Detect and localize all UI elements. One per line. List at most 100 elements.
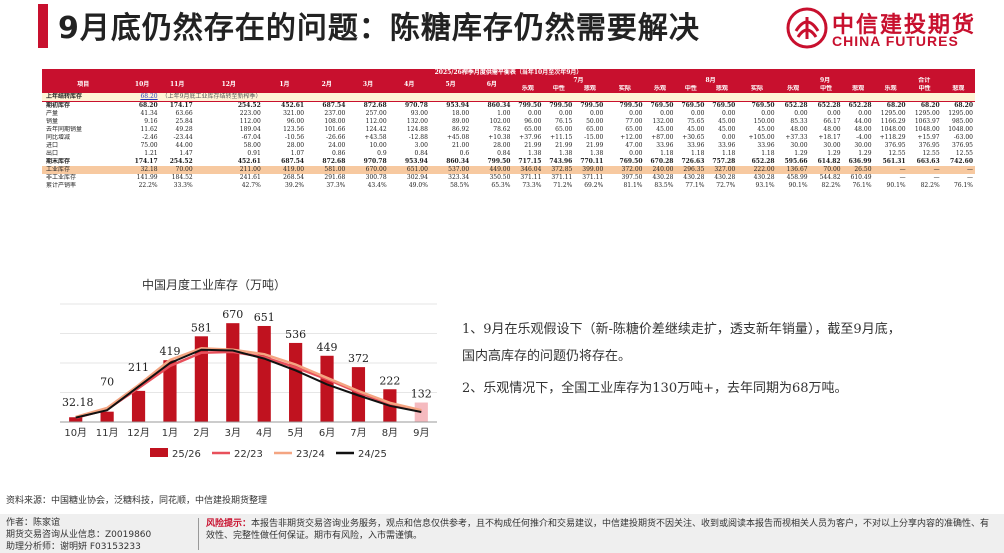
table-cell-empty: [471, 93, 513, 102]
table-header-month: 4月: [388, 77, 430, 93]
table-cell: 0.00: [858, 110, 872, 117]
table-cell: 769.50: [644, 101, 676, 110]
table-cell: 0.00: [589, 110, 604, 117]
table-cell: [195, 174, 209, 182]
table-cell: 96.00: [286, 118, 305, 125]
table-cell: -10.56: [284, 134, 305, 141]
table-cell: 48.00: [823, 126, 841, 133]
table-header-item: 项目: [42, 77, 125, 93]
table-cell: 254.52: [169, 158, 193, 165]
table-cell: 33.96: [718, 142, 736, 149]
table-cell: 769.50: [737, 101, 777, 110]
table-cell: -63.00: [953, 134, 973, 141]
author-name: 作者：陈家谊: [6, 518, 61, 528]
table-cell: 75.00: [140, 142, 158, 149]
table-header-scenario: 中性: [809, 85, 843, 93]
table-header-row: 项目 10月 11月 12月 1月 2月 3月 4月 5月 6月 7月 8月 9月 合计: [42, 77, 975, 93]
chart-data-label: 70: [100, 376, 114, 389]
table-cell: 1.38: [589, 150, 604, 157]
table-cell: 652.28: [842, 101, 874, 110]
table-cell: [195, 182, 209, 190]
table-cell-empty: [809, 93, 843, 102]
table-cell: —: [941, 166, 975, 174]
table-cell: 150.00: [753, 118, 775, 125]
table-cell: 48.00: [790, 126, 808, 133]
table-cell: 652.28: [776, 101, 810, 110]
table-cell: 136.67: [776, 166, 810, 174]
table-cell: -26.66: [326, 134, 346, 141]
table-cell: 743.96: [549, 158, 573, 165]
table-cell: 90.1%: [886, 182, 906, 189]
table-cell: —: [933, 174, 940, 181]
table-cell: 1.38: [558, 150, 573, 157]
table-cell: 49.28: [175, 126, 193, 133]
table-cell: 123.56: [283, 126, 305, 133]
table-header-scenario: 乐观: [644, 85, 676, 93]
table-cell: 37.3%: [326, 182, 346, 189]
table-cell: 0.00: [827, 110, 841, 117]
table-cell: 21.00: [451, 142, 470, 149]
table-cell: 184.52: [171, 174, 193, 181]
table-cell: 45.00: [656, 126, 674, 133]
table-cell: 33.96: [656, 142, 674, 149]
table-cell: 93.1%: [755, 182, 775, 189]
table-cell: [195, 118, 209, 126]
table-cell: -12.88: [408, 134, 428, 141]
table-cell: 73.3%: [522, 182, 542, 189]
table-cell: 291.68: [324, 174, 346, 181]
chart-title: 中国月度工业库存（万吨）: [142, 278, 287, 292]
table-cell-label: 累计产销率: [46, 182, 77, 189]
beginning-value: 68.20: [140, 93, 158, 100]
table-cell: 132.00: [652, 118, 674, 125]
table-cell-empty: [605, 93, 645, 102]
table-cell-label: 出口: [46, 150, 59, 157]
table-cell: 742.60: [950, 158, 973, 165]
table-cell: 93.00: [410, 110, 428, 117]
table-header-scenario: 中性: [907, 85, 942, 93]
table-cell: 39.2%: [285, 182, 305, 189]
table-header-scenario: 悲观: [574, 85, 606, 93]
table-cell: 65.00: [625, 126, 643, 133]
chart-bar: [194, 336, 208, 422]
table-cell: 18.00: [451, 110, 470, 117]
table-header-group: 9月: [776, 77, 874, 85]
table-cell: 717.15: [518, 158, 542, 165]
table-header-scenario: 中性: [675, 85, 707, 93]
table-cell: [195, 150, 209, 158]
table-cell: 1166.29: [880, 118, 906, 125]
table-cell: 419.00: [262, 166, 307, 174]
table-cell-label: 进口: [46, 142, 59, 149]
table-cell: 670.00: [347, 166, 389, 174]
table-cell: 663.63: [916, 158, 940, 165]
table-cell-empty: [675, 93, 707, 102]
table-cell: 769.50: [675, 101, 707, 110]
table-cell: 0.9: [377, 150, 387, 157]
table-cell: 1.38: [528, 150, 542, 157]
table-cell: -15.00: [584, 134, 604, 141]
table-cell: +10.38: [488, 134, 511, 141]
balance-table-wrap: 2025/26榨季月度供需平衡表（当年10月至次年9月） 项目 10月 11月 12月 1…: [42, 69, 975, 190]
chart-tick-label: 7月: [350, 427, 366, 439]
table-cell: 610.49: [850, 174, 872, 181]
footer-divider: [198, 518, 199, 550]
table-cell: 726.63: [681, 158, 705, 165]
table-cell: 33.96: [687, 142, 705, 149]
table-cell: 141.99: [136, 174, 158, 181]
table-cell: +43.58: [364, 134, 387, 141]
table-cell: +105.00: [748, 134, 775, 141]
table-cell: 45.00: [687, 126, 705, 133]
table-cell: 1.47: [179, 150, 193, 157]
chart-bar: [100, 411, 114, 422]
table-cell: 872.68: [322, 158, 346, 165]
table-cell: 1.18: [660, 150, 674, 157]
table-cell: 872.68: [347, 101, 389, 110]
table-cell: 45.00: [718, 126, 736, 133]
table-cell: 799.50: [512, 101, 544, 110]
table-cell: -2.46: [142, 134, 158, 141]
table-cell: 350.50: [489, 174, 511, 181]
table-cell: +37.33: [785, 134, 808, 141]
table-cell: 452.61: [237, 158, 261, 165]
table-cell: 174.17: [159, 101, 195, 110]
table-cell: 77.1%: [685, 182, 705, 189]
chart-tick-label: 4月: [256, 427, 272, 439]
